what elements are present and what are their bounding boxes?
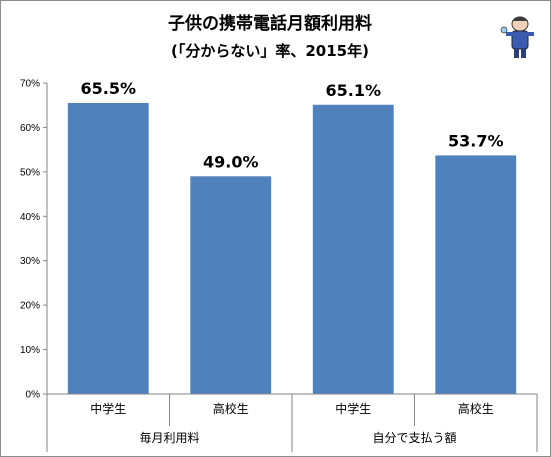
bars-layer: 65.5% 49.0% 65.1% 53.7% bbox=[67, 79, 517, 395]
bar bbox=[67, 102, 149, 394]
y-axis: 0% 10% 20% 30% 40% 50% 60% 70% bbox=[20, 79, 48, 401]
x-category-label: 中学生 bbox=[335, 401, 371, 416]
data-label: 49.0% bbox=[203, 152, 259, 171]
x-category-label: 高校生 bbox=[213, 401, 249, 416]
y-tick-label: 10% bbox=[20, 345, 40, 356]
mascot-figure-icon bbox=[500, 16, 534, 58]
data-label: 53.7% bbox=[448, 131, 504, 150]
bar bbox=[190, 176, 272, 394]
x-group-label: 毎月利用料 bbox=[139, 430, 199, 445]
y-tick-label: 20% bbox=[20, 301, 40, 312]
y-tick-label: 50% bbox=[20, 167, 40, 178]
data-label: 65.1% bbox=[325, 81, 381, 100]
bar bbox=[435, 155, 517, 394]
x-group-label: 自分で支払う額 bbox=[372, 431, 456, 445]
chart-subtitle: (「分からない」率、2015年) bbox=[171, 42, 369, 60]
y-tick-label: 70% bbox=[20, 79, 40, 90]
bar bbox=[312, 104, 394, 395]
x-category-label: 高校生 bbox=[458, 401, 494, 416]
chart-title: 子供の携帯電話月額利用料 bbox=[168, 13, 372, 34]
y-tick-label: 30% bbox=[20, 256, 40, 267]
x-category-label: 中学生 bbox=[90, 401, 126, 416]
y-tick-label: 0% bbox=[26, 390, 41, 401]
y-tick-label: 40% bbox=[20, 212, 40, 223]
y-tick-label: 60% bbox=[20, 123, 40, 134]
data-label: 65.5% bbox=[80, 79, 136, 98]
